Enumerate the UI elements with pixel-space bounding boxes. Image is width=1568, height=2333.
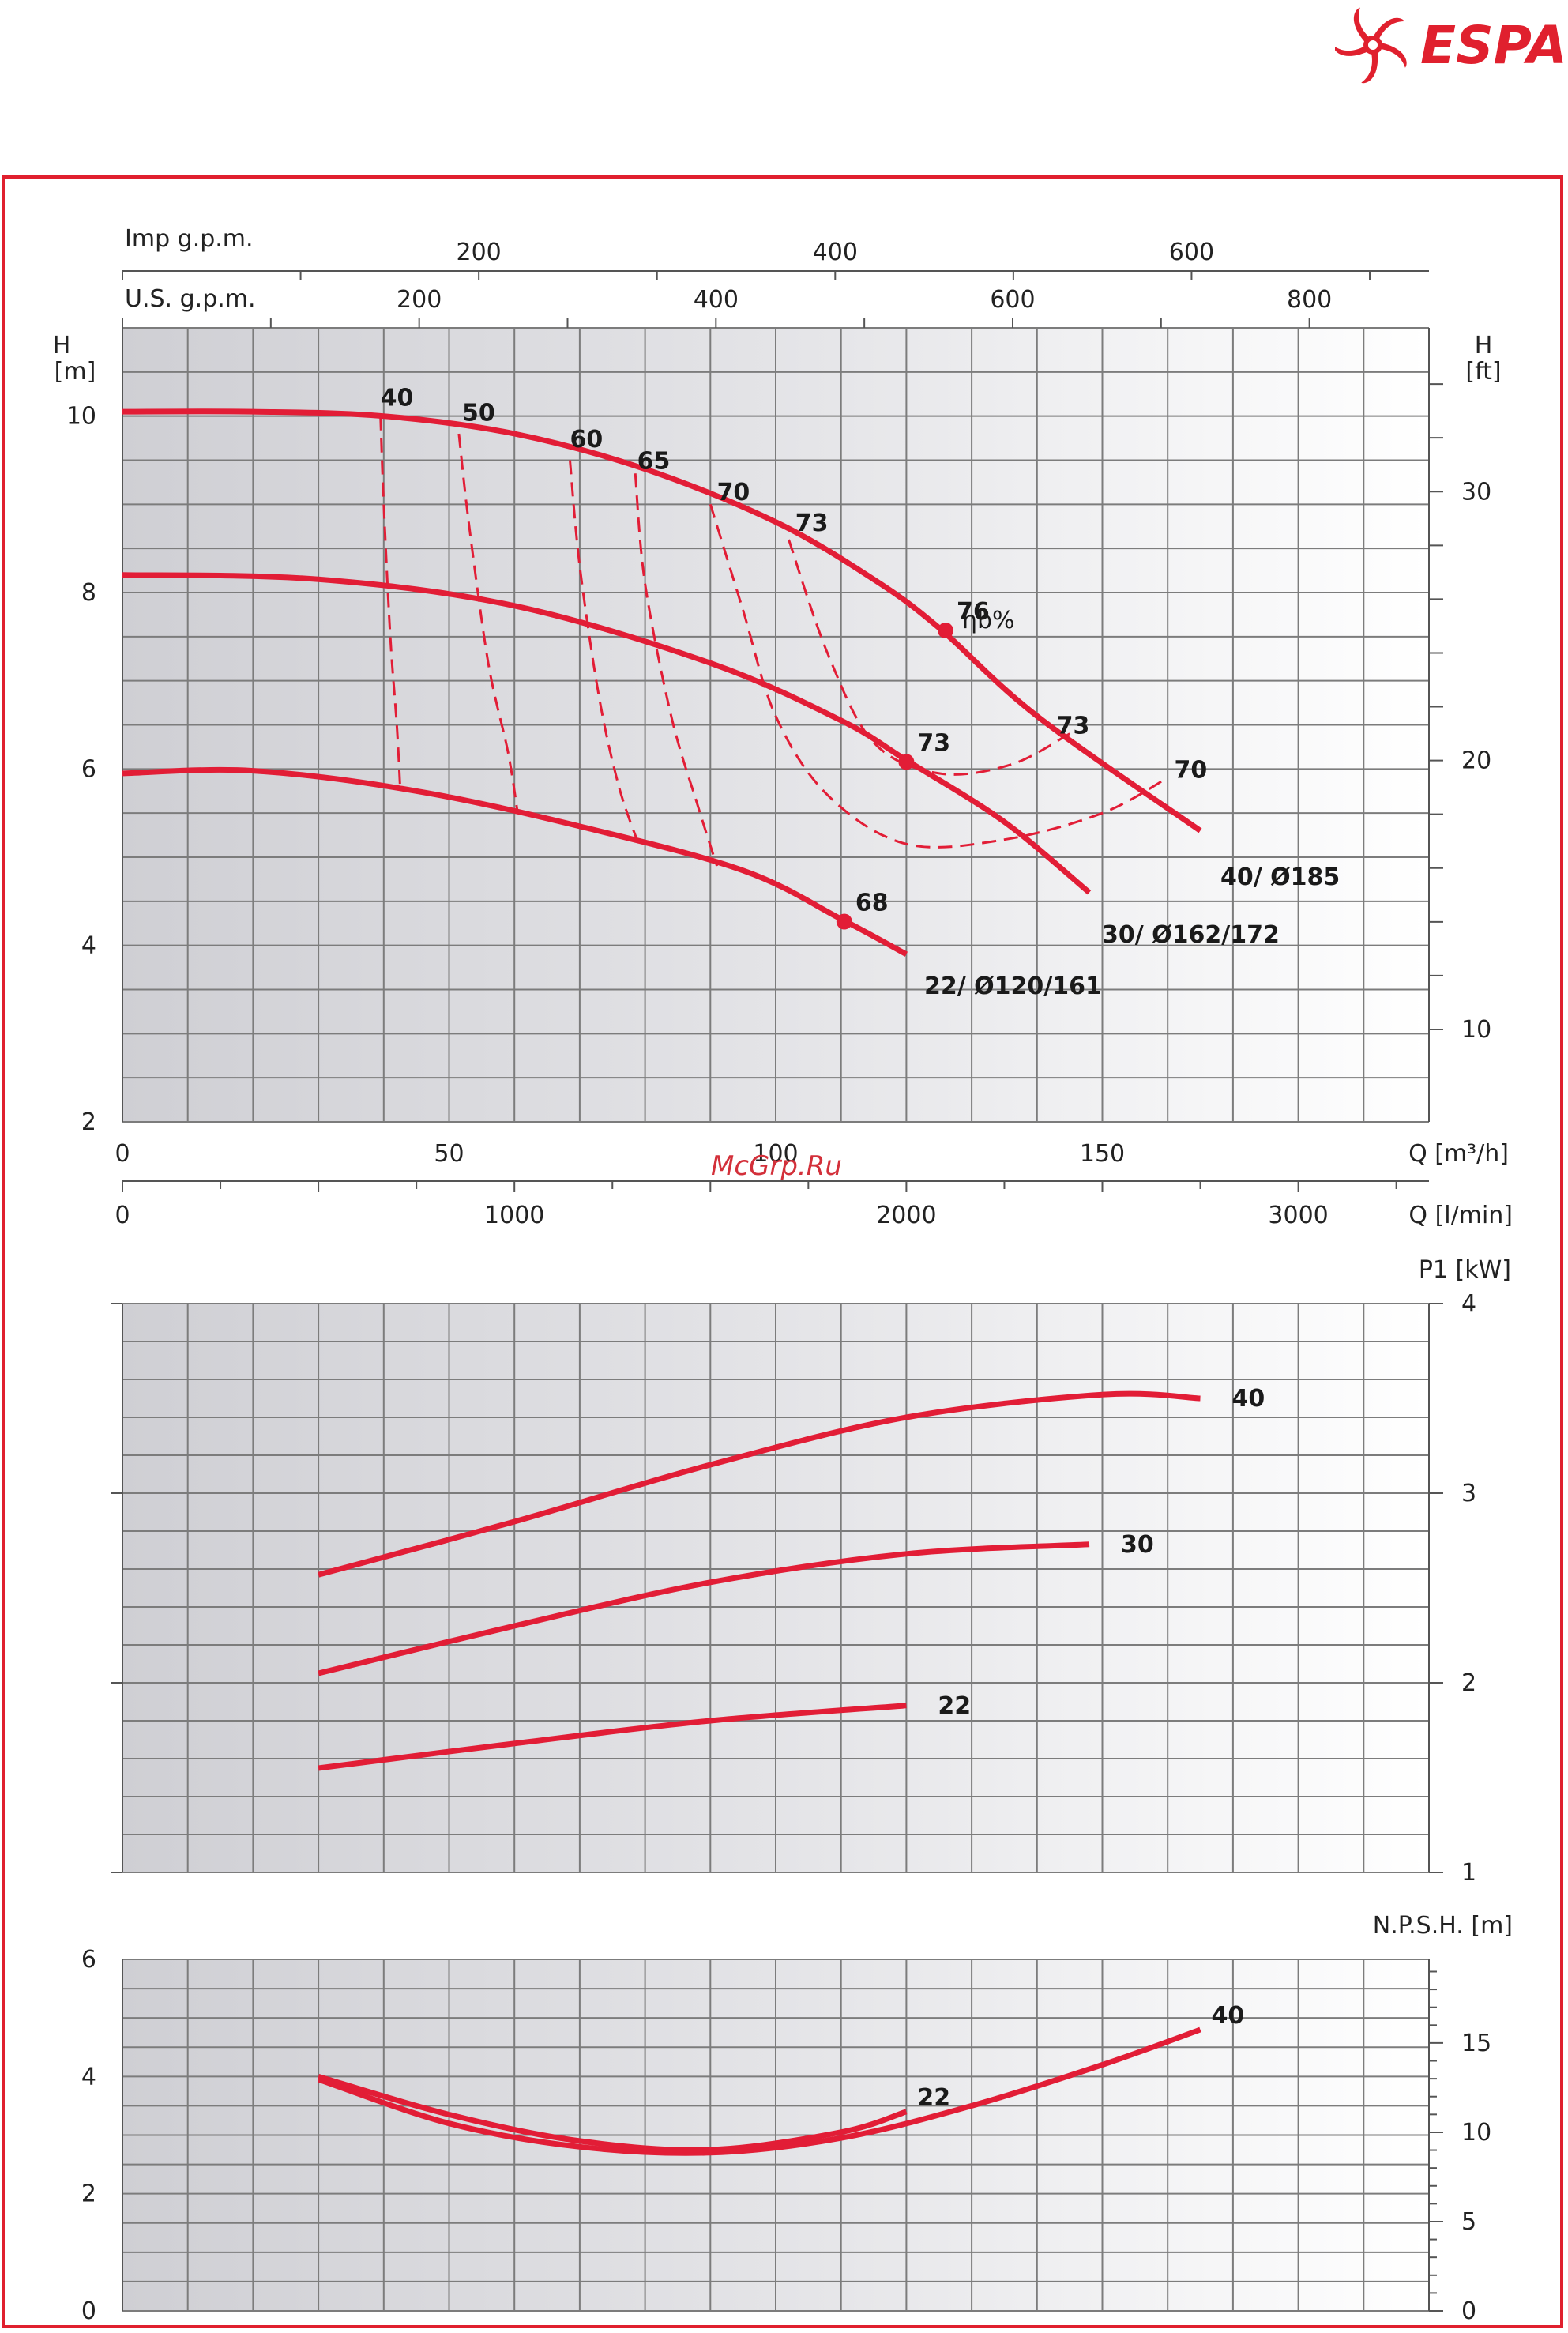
head-ft-tick-label: 20 <box>1461 747 1491 775</box>
efficiency-label-65: 65 <box>637 448 671 476</box>
power-ytick-label: 2 <box>1461 1669 1476 1697</box>
bep-point <box>898 754 915 770</box>
power-curve-30 <box>318 1541 1090 1676</box>
npsh-ft-tick-label: 15 <box>1461 2030 1491 2057</box>
head-ft-tick-label: 30 <box>1461 478 1491 506</box>
efficiency-curve-50 <box>457 433 519 814</box>
head-ft-tick-label: 10 <box>1461 1016 1491 1044</box>
head-ytick-label: 4 <box>81 932 96 960</box>
efficiency-label-40: 40 <box>381 384 414 412</box>
head-curve-3 <box>122 766 908 957</box>
head-ylabel-left-2: [m] <box>55 358 96 386</box>
bep-label: 68 <box>855 890 889 917</box>
npsh-curve-label: 22 <box>917 2084 950 2112</box>
power-ylabel: P1 [kW] <box>1419 1256 1511 1284</box>
us-gpm-tick-label: 600 <box>990 286 1035 314</box>
npsh-ft-tick-label: 10 <box>1461 2119 1491 2147</box>
q-lmin-tick-label: 1000 <box>484 1202 544 1229</box>
efficiency-label-50: 50 <box>462 399 495 427</box>
head-ylabel-right-2: [ft] <box>1465 358 1501 386</box>
power-ytick-label: 3 <box>1461 1480 1476 1507</box>
head-ytick-label: 6 <box>81 755 96 783</box>
npsh-curve-40 <box>317 2026 1201 2156</box>
q-lmin-tick-label: 2000 <box>876 1202 936 1229</box>
q-m3h-tick-label: 150 <box>1080 1140 1125 1168</box>
efficiency-label-70: 70 <box>1174 757 1207 785</box>
performance-curves <box>122 408 1202 2156</box>
efficiency-curves <box>379 416 1168 867</box>
espa-logo: ESPA <box>1335 7 1567 84</box>
head-curve-label: 30/ Ø162/172 <box>1102 921 1280 949</box>
efficiency-curve-40 <box>379 416 401 787</box>
efficiency-label-73: 73 <box>1057 713 1090 740</box>
imp-gpm-tick-label: 200 <box>457 239 502 266</box>
power-curve-40 <box>318 1390 1201 1578</box>
q-m3h-tick-label: 50 <box>434 1140 464 1168</box>
power-ytick-label: 1 <box>1461 1859 1476 1887</box>
q-lmin-tick-label: 3000 <box>1268 1202 1328 1229</box>
efficiency-curve-65 <box>634 473 719 867</box>
head-curve-label: 22/ Ø120/161 <box>924 973 1102 1000</box>
npsh-ytick-label: 2 <box>81 2181 96 2208</box>
npsh-ft-tick-label: 5 <box>1461 2208 1476 2236</box>
chart-frame <box>2 175 1563 2328</box>
head-ylabel-left-1: H <box>53 332 71 359</box>
npsh-ylabel: N.P.S.H. [m] <box>1373 1912 1513 1940</box>
watermark: McGrp.Ru <box>711 1150 842 1182</box>
brand-name: ESPA <box>1420 15 1567 76</box>
bep-point <box>938 623 954 639</box>
bep-label: 73 <box>917 729 950 757</box>
q-m3h-tick-label: 0 <box>115 1140 130 1168</box>
grid-lines <box>122 327 1430 2312</box>
head-ytick-label: 8 <box>81 579 96 607</box>
imp-gpm-tick-label: 400 <box>813 239 858 266</box>
power-curve-label: 30 <box>1121 1531 1154 1559</box>
power-curve-22 <box>318 1703 907 1771</box>
efficiency-label: ηb% <box>962 607 1015 634</box>
imp-gpm-tick-label: 600 <box>1169 239 1214 266</box>
efficiency-label-60: 60 <box>570 426 603 453</box>
efficiency-curve-60 <box>569 460 640 845</box>
q-m3h-tick-label: 100 <box>753 1140 798 1168</box>
npsh-ytick-label: 0 <box>81 2297 96 2325</box>
npsh-curve-label: 40 <box>1212 2002 1245 2030</box>
q-lmin-tick-label: 0 <box>115 1202 130 1229</box>
curve-labels: 40 50 60 65 70 73 73 70 40/ Ø185 30/ Ø162/17222/ … <box>381 384 1341 2112</box>
head-curve-label: 40/ Ø185 <box>1220 864 1340 891</box>
us-gpm-tick-label: 200 <box>397 286 442 314</box>
head-curve-2 <box>122 572 1092 895</box>
efficiency-label-70: 70 <box>717 479 750 506</box>
npsh-ytick-label: 6 <box>81 1946 96 1974</box>
us-gpm-label: U.S. g.p.m. <box>125 285 256 313</box>
bep-point <box>836 913 852 930</box>
efficiency-label-73: 73 <box>795 510 829 537</box>
efficiency-curve-70 <box>709 503 1168 849</box>
npsh-curve-22 <box>318 2073 908 2153</box>
q-lmin-label: Q [l/min] <box>1408 1202 1513 1229</box>
q-m3h-label: Q [m³/h] <box>1408 1140 1509 1168</box>
npsh-ytick-label: 4 <box>81 2063 96 2090</box>
head-ylabel-right-1: H <box>1475 332 1493 359</box>
head-curve-1 <box>122 408 1202 833</box>
head-ytick-label: 10 <box>66 403 96 431</box>
efficiency-curve-73 <box>788 539 1070 776</box>
power-ytick-label: 4 <box>1461 1290 1476 1318</box>
bep-label: 76 <box>957 598 990 626</box>
npsh-ft-tick-label: 0 <box>1461 2297 1476 2325</box>
us-gpm-tick-label: 400 <box>694 286 739 314</box>
power-curve-label: 40 <box>1232 1385 1265 1413</box>
imp-gpm-label: Imp g.p.m. <box>125 225 254 253</box>
power-curve-label: 22 <box>938 1692 971 1720</box>
us-gpm-tick-label: 800 <box>1287 286 1332 314</box>
head-ytick-label: 2 <box>81 1108 96 1136</box>
